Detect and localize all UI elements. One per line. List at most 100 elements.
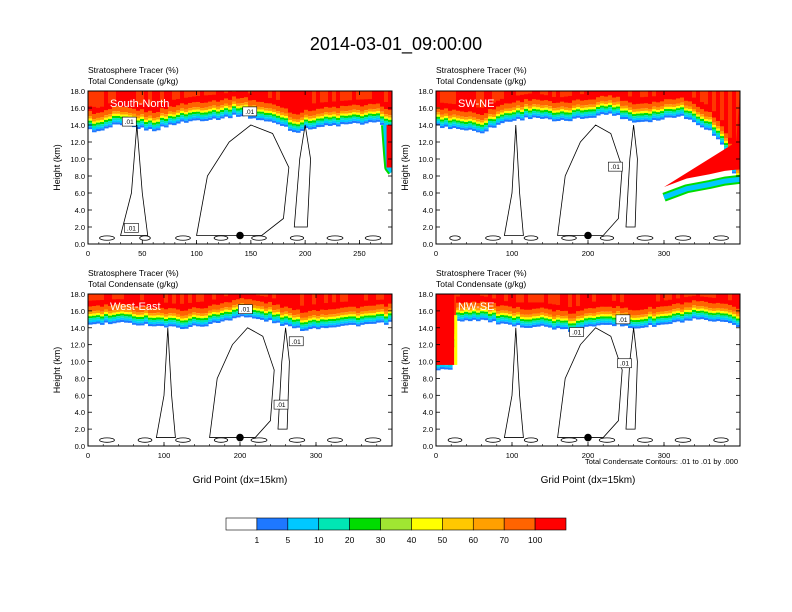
colorbar-swatch — [318, 517, 350, 531]
y-tick-label: 2.0 — [423, 223, 433, 232]
y-tick-label: 4.0 — [423, 206, 433, 215]
y-tick-label: 8.0 — [423, 374, 433, 383]
colorbar-swatch — [442, 517, 474, 531]
x-tick-label: 300 — [658, 249, 671, 258]
panel-label: South-North — [110, 98, 169, 110]
y-tick-label: 14.0 — [70, 121, 85, 130]
y-tick-label: 8.0 — [75, 172, 85, 181]
figure-title: 2014-03-01_09:00:00 — [310, 34, 482, 55]
tracer-field — [436, 91, 740, 184]
y-tick-label: 12.0 — [70, 138, 85, 147]
colorbar-label: 40 — [407, 535, 417, 545]
condensate-contours — [99, 124, 382, 241]
y-axis-label: Height (km) — [400, 144, 410, 191]
y-tick-label: 0.0 — [423, 240, 433, 249]
panels: .01 .01 .01 South-North Stratosphere Tracer … — [52, 65, 741, 486]
colorbar-swatch — [472, 517, 505, 531]
colorbar-swatch — [256, 517, 289, 531]
y-tick-label: 16.0 — [418, 307, 433, 316]
colorbar-label: 60 — [469, 535, 479, 545]
y-tick-label: 2.0 — [75, 425, 85, 434]
contour-label-box — [273, 399, 289, 410]
panel-sw-ne: .01 SW-NE Stratosphere Tracer (%)Total Con… — [400, 65, 741, 258]
y-tick-label: 6.0 — [75, 189, 85, 198]
x-tick-label: 200 — [234, 451, 247, 460]
contour-label: .01 — [125, 119, 134, 126]
left-title-1: Stratosphere Tracer (%) — [88, 65, 179, 75]
panel-label: SW-NE — [458, 98, 494, 110]
contour-label-box — [238, 304, 253, 315]
x-tick-label: 250 — [353, 249, 366, 258]
y-tick-label: 2.0 — [75, 223, 85, 232]
colorbar-label: 50 — [438, 535, 448, 545]
left-title-2: Total Condensate (g/kg) — [436, 279, 526, 289]
y-tick-label: 8.0 — [423, 172, 433, 181]
x-tick-label: 50 — [138, 249, 146, 258]
plot-area: .01 .01 .01 — [88, 294, 392, 446]
contour-label-box — [288, 336, 304, 347]
y-tick-label: 4.0 — [423, 408, 433, 417]
left-title-2: Total Condensate (g/kg) — [88, 76, 178, 86]
contour-label: .01 — [620, 361, 629, 368]
y-tick-label: 18.0 — [70, 87, 85, 96]
location-marker — [236, 433, 244, 442]
panel-label: NW-SE — [458, 301, 494, 313]
y-tick-label: 16.0 — [418, 104, 433, 113]
contour-label-box — [608, 161, 623, 172]
location-marker — [584, 433, 592, 442]
y-tick-label: 0.0 — [75, 442, 85, 451]
colorbar-label: 1 — [255, 535, 260, 545]
y-tick-label: 4.0 — [75, 408, 85, 417]
y-tick-label: 6.0 — [423, 391, 433, 400]
y-tick-label: 14.0 — [418, 121, 433, 130]
y-tick-label: 0.0 — [75, 240, 85, 249]
contour-label: .01 — [127, 225, 136, 232]
plot-area: .01 .01 .01 — [436, 294, 740, 446]
left-title-1: Stratosphere Tracer (%) — [436, 268, 527, 278]
y-axis-label: Height (km) — [52, 347, 62, 394]
location-marker — [584, 231, 592, 240]
colorbar-swatch — [503, 517, 536, 531]
y-tick-label: 12.0 — [418, 138, 433, 147]
y-tick-label: 12.0 — [70, 341, 85, 350]
y-tick-label: 0.0 — [423, 442, 433, 451]
x-tick-label: 0 — [434, 249, 438, 258]
panel-label: West-East — [110, 301, 161, 313]
left-title-1: Stratosphere Tracer (%) — [436, 65, 527, 75]
contour-label-box — [615, 314, 631, 325]
x-tick-label: 100 — [506, 451, 519, 460]
tracer-field — [88, 294, 392, 332]
condensate-contours — [99, 327, 382, 443]
x-tick-label: 150 — [245, 249, 258, 258]
y-tick-label: 16.0 — [70, 307, 85, 316]
colorbar-swatch — [225, 517, 258, 531]
colorbar: 1 5 10 20 30 40 50 60 70 100 — [225, 517, 567, 545]
contour-label-box — [617, 358, 632, 369]
panel-south-north: .01 .01 .01 South-North Stratosphere Tracer … — [52, 65, 393, 258]
contour-label: .01 — [572, 330, 581, 337]
contour-label: .01 — [241, 307, 250, 314]
colorbar-label: 10 — [314, 535, 324, 545]
y-tick-label: 10.0 — [418, 155, 433, 164]
tracer-field — [88, 91, 392, 133]
y-tick-label: 6.0 — [423, 189, 433, 198]
panel-west-east: .01 .01 .01 West-East Stratosphere Tracer (%… — [52, 268, 393, 486]
x-tick-label: 100 — [506, 249, 519, 258]
colorbar-swatch — [380, 517, 412, 531]
x-tick-label: 200 — [582, 451, 595, 460]
contour-label: .01 — [611, 164, 620, 171]
colorbar-label: 70 — [499, 535, 509, 545]
condensate-contours — [449, 124, 729, 241]
contour-label: .01 — [292, 339, 301, 346]
colorbar-label: 30 — [376, 535, 386, 545]
y-tick-label: 6.0 — [75, 391, 85, 400]
y-axis-label: Height (km) — [400, 347, 410, 394]
location-marker — [236, 231, 244, 240]
plot-area: .01 .01 .01 — [88, 91, 392, 244]
y-tick-label: 10.0 — [70, 155, 85, 164]
y-tick-label: 2.0 — [423, 425, 433, 434]
colorbar-label: 5 — [285, 535, 290, 545]
contour-label: .01 — [277, 402, 286, 409]
left-title-2: Total Condensate (g/kg) — [436, 76, 526, 86]
